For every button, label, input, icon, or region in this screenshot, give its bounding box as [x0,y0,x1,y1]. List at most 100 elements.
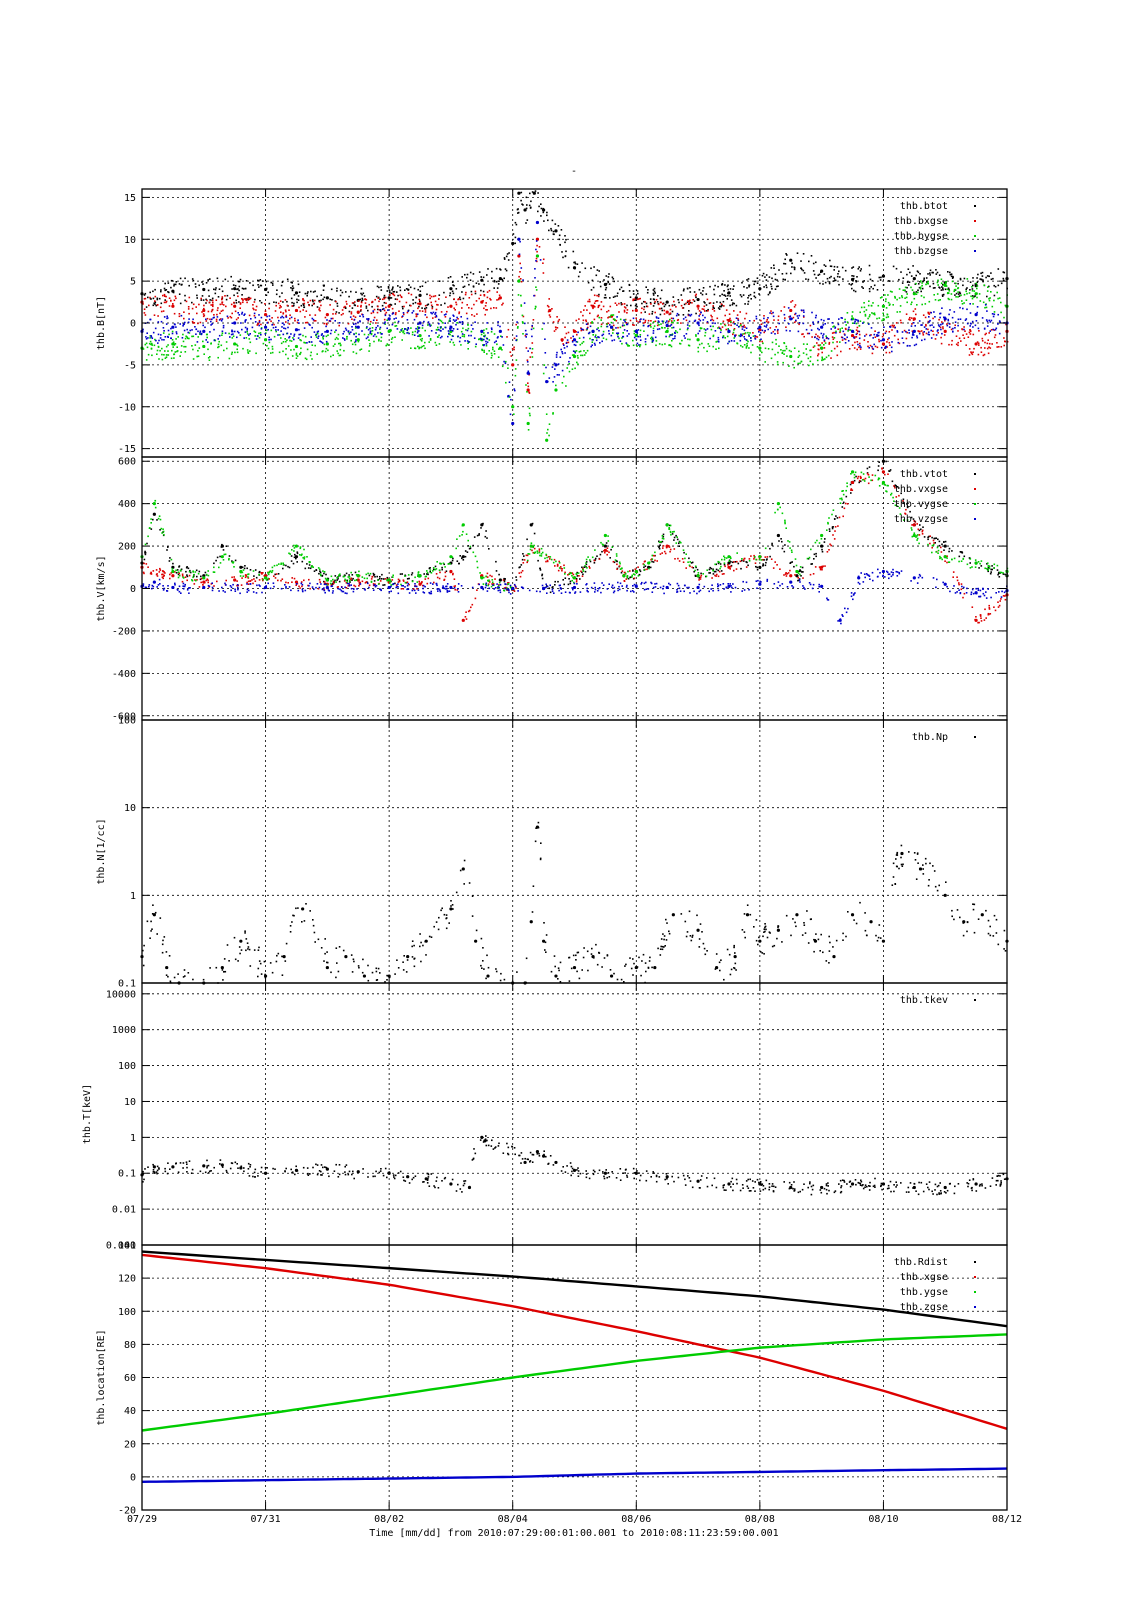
data-dot [296,561,298,563]
data-dot [845,495,848,498]
data-dot [538,550,541,552]
data-dot [988,604,990,607]
data-dot [452,335,454,337]
data-dot [250,318,252,320]
data-dot [370,578,373,580]
data-dot [909,319,911,321]
panels: 151050-5-10-15thb.B[nT]thb.btotthb.bxgse… [82,188,1022,1525]
data-dot [712,334,715,337]
data-dot [240,584,243,586]
data-dot [616,332,618,335]
data-dot [854,318,856,321]
data-dot [616,316,618,318]
data-dot [531,335,533,338]
data-dot [803,335,805,338]
data-dot [415,313,417,315]
data-dot [767,317,769,319]
data-dot [548,314,551,316]
data-dot [160,310,163,313]
data-dot [957,318,960,321]
data-dot [867,304,870,307]
data-dot [690,562,693,564]
data-dot [374,298,376,301]
data-dot [220,310,223,312]
data-dot [201,311,203,313]
data-dot [148,304,150,307]
data-dot [894,486,896,489]
data-dot [309,324,311,326]
data-dot [639,329,642,332]
data-dot [754,337,756,339]
data-dot [452,292,455,295]
data-dot [284,327,287,330]
data-dot [715,348,717,350]
data-dot [248,298,250,301]
data-dot [912,265,914,267]
data-dot [612,314,615,316]
data-dot [904,289,906,291]
data-dot [988,608,991,610]
data-dot [195,328,197,331]
data-dot [576,263,579,265]
data-dot [527,382,529,384]
data-dot [349,578,352,581]
data-dot [204,581,206,584]
data-dot [905,337,908,340]
data-dot [483,351,485,353]
data-dot [988,607,991,609]
data-dot [429,571,431,573]
data-dot [885,316,888,319]
data-dot [507,395,509,397]
data-dot [923,277,925,280]
data-dot [452,328,455,330]
data-dot [486,341,489,343]
data-dot [912,331,914,334]
data-dot [611,276,614,279]
data-dot [522,333,524,335]
data-dot [801,333,803,336]
data-dot [855,280,858,283]
data-dot [984,306,986,309]
data-dot [753,280,756,283]
data-dot [989,330,991,332]
data-dot [774,273,777,276]
data-dot [770,332,773,334]
data-dot [965,333,968,335]
data-dot [358,585,360,587]
data-dot [717,285,719,288]
data-dot [640,311,643,314]
data-dot [653,555,656,557]
data-dot [770,267,773,269]
data-dot [498,280,500,282]
data-dot [764,276,766,278]
data-dot [386,343,389,345]
data-dot [596,328,598,331]
data-dot [154,327,157,330]
data-dot [186,574,188,576]
data-dot [154,301,157,303]
data-dot [703,301,705,303]
data-dot [514,242,516,245]
data-dot [572,250,575,253]
data-dot [201,295,204,297]
data-dot [430,330,433,332]
data-dot [295,354,298,356]
data-dot [375,295,378,298]
data-dot [724,565,726,568]
data-dot [525,222,527,224]
data-dot [464,616,467,618]
data-dot [574,261,576,263]
data-dot [160,289,162,291]
data-dot [770,558,773,560]
data-dot [697,572,700,574]
data-dot [710,314,712,317]
data-dot [500,335,502,337]
data-dot [961,303,964,305]
data-dot [852,275,855,277]
data-dot [927,280,929,283]
data-dot [237,280,240,283]
data-dot [767,328,769,331]
data-dot [513,348,515,351]
data-dot [562,256,564,259]
data-dot [896,331,899,333]
